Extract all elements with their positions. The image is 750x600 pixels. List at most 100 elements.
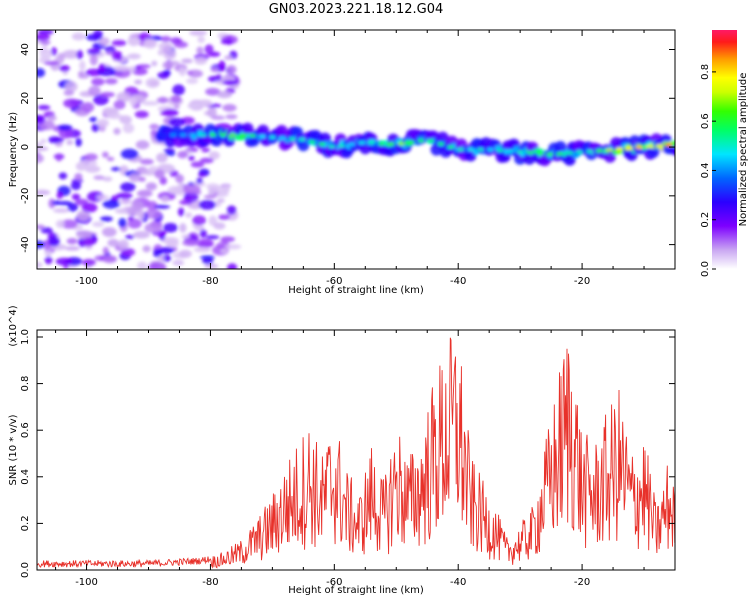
- top-x-axis-label: Height of straight line (km): [288, 285, 424, 296]
- heatmap-cell: [122, 123, 135, 134]
- heatmap-cell: [144, 222, 163, 234]
- heatmap-peak: [496, 148, 504, 152]
- heatmap-cell: [185, 212, 193, 218]
- heatmap-peak: [586, 149, 594, 153]
- heatmap-cell: [48, 236, 61, 247]
- heatmap-cell: [188, 155, 195, 161]
- heatmap-cell: [156, 97, 170, 104]
- heatmap-peak: [467, 147, 475, 152]
- bottom-y-axis-label: SNR (10 * v/v): [8, 414, 19, 485]
- heatmap-cell: [79, 60, 86, 71]
- heatmap-cell: [66, 139, 74, 146]
- heatmap-cell: [196, 46, 204, 55]
- heatmap-cell: [220, 39, 234, 45]
- heatmap-cell: [106, 156, 115, 162]
- heatmap-cell: [55, 257, 73, 266]
- heatmap-cell: [160, 195, 170, 203]
- heatmap-cell: [157, 263, 167, 269]
- heatmap-cell: [142, 245, 151, 253]
- heatmap-cell: [224, 55, 234, 60]
- heatmap-cell: [81, 102, 95, 113]
- heatmap-cell: [149, 123, 160, 130]
- snr-line-group: [37, 337, 675, 569]
- heatmap-cell: [319, 132, 332, 145]
- heatmap-cell: [226, 64, 237, 75]
- heatmap-cell: [60, 219, 78, 229]
- heatmap-cell: [137, 209, 145, 220]
- heatmap-cell: [222, 184, 230, 194]
- heatmap-cell: [134, 79, 143, 85]
- heatmap-cell: [174, 41, 189, 48]
- heatmap-cell: [220, 248, 229, 254]
- heatmap-cell: [175, 174, 184, 184]
- heatmap-peak: [338, 144, 346, 148]
- heatmap-peak: [288, 137, 296, 141]
- axes: -100 -80 -60 -40 -20 -40 -20 0 20 40 Height of str…: [8, 29, 676, 596]
- top-y-tick-label: -20: [20, 188, 31, 204]
- heatmap-cell: [117, 208, 128, 214]
- top-frame: [36, 29, 676, 270]
- heatmap-cell: [136, 189, 153, 198]
- heatmap-cell: [172, 84, 185, 96]
- heatmap-cell: [138, 176, 146, 182]
- heatmap-peak: [566, 151, 574, 155]
- heatmap-cell: [135, 140, 150, 150]
- heatmap-cell: [56, 191, 64, 199]
- heatmap-cell: [76, 230, 93, 240]
- heatmap-cell: [192, 215, 207, 226]
- top-y-tick-label: 40: [20, 43, 31, 56]
- heatmap-cell: [127, 53, 141, 60]
- heatmap-peak: [239, 133, 247, 137]
- heatmap-cell: [96, 194, 110, 201]
- heatmap-cell: [179, 223, 187, 233]
- heatmap-cell: [190, 161, 205, 168]
- heatmap-cell: [112, 65, 130, 72]
- heatmap-cell: [40, 138, 47, 144]
- heatmap-cell: [139, 158, 154, 165]
- heatmap-cell: [102, 176, 113, 182]
- heatmap-cell: [275, 124, 288, 137]
- bottom-y-tick-label: 0.6: [20, 422, 31, 438]
- heatmap-cell: [128, 173, 141, 183]
- heatmap-cell: [210, 67, 219, 73]
- heatmap-cell: [101, 227, 117, 237]
- heatmap-peak: [397, 142, 405, 146]
- heatmap-peak: [249, 134, 257, 138]
- heatmap-cell: [198, 199, 216, 210]
- heatmap-cell: [98, 37, 110, 46]
- top-y-axis-label: Frequency (Hz): [8, 112, 19, 188]
- heatmap-cell: [121, 248, 136, 257]
- heatmap-cell: [153, 248, 163, 258]
- heatmap-peak: [278, 136, 286, 140]
- heatmap-cell: [57, 201, 73, 206]
- heatmap-cell: [63, 89, 75, 96]
- heatmap-cell: [165, 151, 176, 157]
- heatmap-cell: [177, 150, 189, 159]
- colorbar-tick-label: 0.6: [700, 113, 711, 129]
- heatmap-cell: [97, 118, 109, 128]
- heatmap-cell: [48, 198, 56, 209]
- heatmap-cell: [211, 115, 226, 120]
- heatmap-cell: [181, 234, 191, 239]
- heatmap-cell: [227, 263, 238, 269]
- heatmap-cell: [104, 78, 118, 85]
- heatmap-cell: [241, 122, 254, 135]
- heatmap-cell: [170, 95, 182, 104]
- heatmap-cell: [177, 181, 184, 193]
- heatmap-cell: [186, 70, 194, 75]
- heatmap-cell: [43, 61, 60, 66]
- heatmap-cell: [66, 237, 78, 245]
- heatmap-cell: [117, 239, 129, 250]
- heatmap-cell: [71, 32, 86, 41]
- heatmap-cell: [183, 192, 199, 203]
- heatmap-peak: [655, 144, 663, 148]
- heatmap-cell: [107, 113, 123, 120]
- heatmap-cell: [113, 127, 121, 135]
- heatmap-cell: [158, 41, 173, 51]
- heatmap-cell: [179, 249, 192, 258]
- spectrogram-plot: [37, 30, 675, 269]
- heatmap-cell: [225, 114, 238, 120]
- heatmap-cell: [127, 216, 134, 221]
- heatmap-cell: [82, 258, 96, 267]
- heatmap-cell: [204, 263, 219, 269]
